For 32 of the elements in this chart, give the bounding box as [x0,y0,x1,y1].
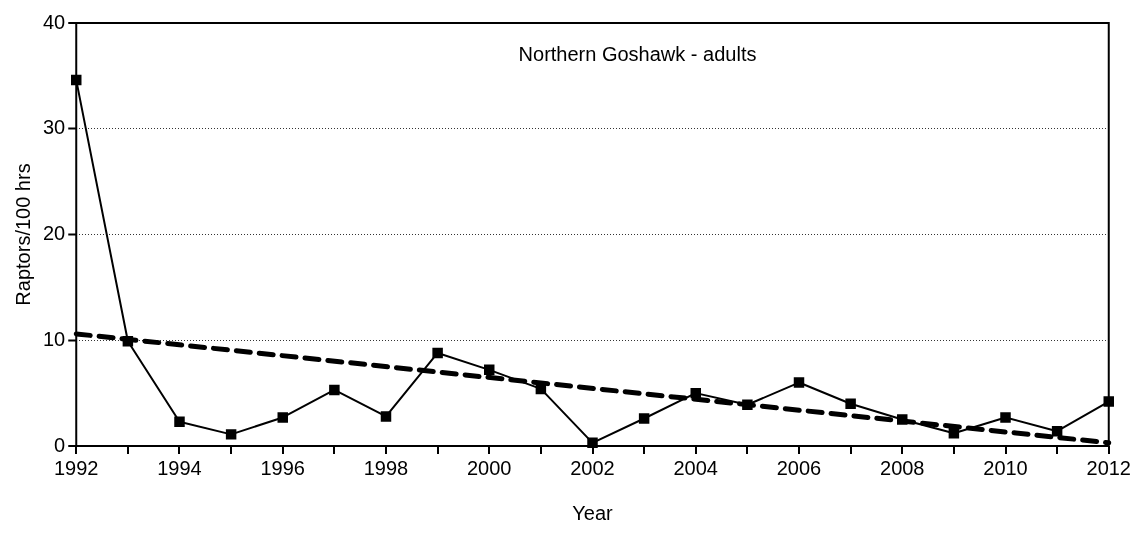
x-tick-label: 1996 [260,456,305,479]
point [845,398,856,409]
point [793,377,805,388]
y-axis-title: Raptors/100 hrs [11,163,34,306]
point [1000,412,1011,423]
y-tick-label: 10 [43,327,66,350]
y-tick-label: 0 [54,433,66,456]
point [484,364,495,376]
point [638,413,650,424]
x-tick-label: 2010 [983,456,1028,479]
x-tick-label: 1992 [54,456,99,479]
x-tick-label: 1998 [363,456,409,479]
x-tick-label: 2004 [673,456,718,479]
x-tick-label: 2012 [1086,456,1131,479]
x-tick-label: 2000 [467,456,512,479]
x-axis-title: Year [572,501,614,524]
x-tick-label: 2006 [776,456,822,479]
y-tick-label: 20 [43,222,66,245]
text: Northern Goshawk - adults [518,42,757,65]
x-tick-label: 2008 [880,456,925,479]
point [432,347,443,359]
point [174,416,185,427]
point [948,428,960,439]
point [1051,425,1063,437]
point [225,429,237,440]
point [277,412,288,423]
x-tick-label: 2002 [570,456,615,479]
point [329,384,340,396]
point [380,411,392,422]
y-tick-label: 40 [43,10,66,33]
y-tick-label: 30 [43,116,66,139]
x-tick-label: 1994 [157,456,202,479]
